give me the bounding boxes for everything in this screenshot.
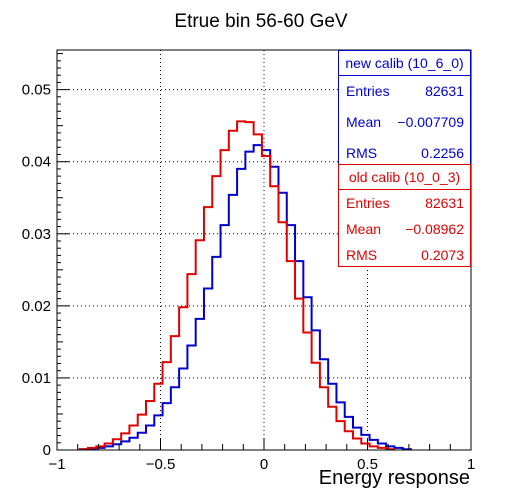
stats-row-mean-old: Mean −0.08962 — [339, 216, 470, 242]
stats-box-new-calib: new calib (10_6_0) Entries 82631 Mean −0… — [338, 50, 471, 167]
rms-value: 0.2256 — [421, 145, 464, 161]
y-tick-label: 0.01 — [22, 370, 51, 387]
x-tick-label: −0.5 — [146, 456, 176, 473]
rms-label: RMS — [346, 145, 378, 161]
stats-title-new: new calib (10_6_0) — [339, 51, 470, 76]
entries-value: 82631 — [425, 83, 464, 99]
x-tick-label: −1 — [48, 456, 65, 473]
stats-row-rms-old: RMS 0.2073 — [339, 242, 470, 268]
stats-title-old: old calib (10_0_3) — [339, 165, 470, 190]
stats-box-old-calib: old calib (10_0_3) Entries 82631 Mean −0… — [338, 164, 471, 267]
x-tick-label: 0 — [260, 456, 268, 473]
stats-row-mean-new: Mean −0.007709 — [339, 107, 470, 138]
mean-label: Mean — [346, 221, 382, 237]
rms-label: RMS — [346, 247, 378, 263]
x-tick-label: 1 — [467, 456, 475, 473]
entries-label: Entries — [346, 195, 390, 211]
mean-label: Mean — [346, 114, 382, 130]
rms-value: 0.2073 — [421, 247, 464, 263]
stats-row-entries-old: Entries 82631 — [339, 190, 470, 216]
x-tick-label: 0.5 — [357, 456, 378, 473]
y-tick-label: 0.05 — [22, 82, 51, 99]
series-new-calib-line — [78, 144, 412, 451]
y-tick-label: 0 — [43, 442, 51, 459]
mean-value: −0.007709 — [397, 114, 464, 130]
entries-label: Entries — [346, 83, 390, 99]
stats-row-entries-new: Entries 82631 — [339, 76, 470, 107]
y-tick-label: 0.02 — [22, 298, 51, 315]
series-layer — [78, 120, 412, 451]
chart-title: Etrue bin 56-60 GeV — [174, 11, 348, 32]
stats-row-rms-new: RMS 0.2256 — [339, 138, 470, 169]
series-old-calib-line — [78, 120, 396, 451]
x-axis-label: Energy response — [319, 467, 470, 489]
entries-value: 82631 — [425, 195, 464, 211]
y-tick-label: 0.04 — [22, 154, 51, 171]
y-tick-label: 0.03 — [22, 226, 51, 243]
mean-value: −0.08962 — [405, 221, 464, 237]
axis-layer: −1 −0.5 0 0.5 1 0 0.01 0.02 0.03 0.04 0.05 — [22, 53, 475, 473]
